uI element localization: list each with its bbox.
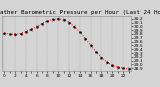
Title: Milwaukee Weather Barometric Pressure per Hour (Last 24 Hours): Milwaukee Weather Barometric Pressure pe… — [0, 10, 160, 15]
